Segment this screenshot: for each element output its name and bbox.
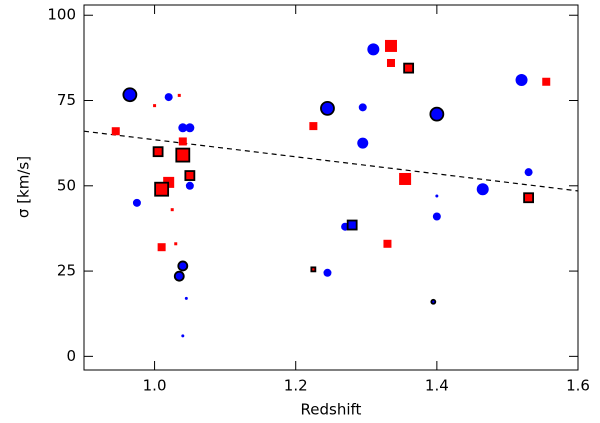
- point: [185, 123, 195, 133]
- point: [384, 39, 397, 52]
- point: [524, 168, 533, 177]
- point: [435, 194, 439, 198]
- y-tick-label: 0: [66, 347, 76, 365]
- y-tick-label: 25: [57, 262, 76, 280]
- point: [320, 100, 335, 116]
- point: [185, 181, 194, 190]
- point: [174, 242, 178, 246]
- point: [173, 270, 185, 282]
- point: [367, 43, 380, 56]
- x-tick-label: 1.4: [425, 377, 449, 395]
- point: [181, 334, 185, 338]
- point: [164, 93, 173, 102]
- plot-frame: [83, 4, 579, 371]
- x-tick-label: 1.0: [143, 377, 167, 395]
- y-tick-label: 50: [57, 176, 76, 194]
- point: [399, 172, 412, 185]
- point: [178, 137, 187, 146]
- point: [310, 266, 317, 273]
- point: [346, 219, 358, 231]
- point: [154, 181, 170, 197]
- point: [309, 122, 318, 131]
- point: [111, 127, 120, 136]
- point: [184, 170, 196, 181]
- point: [383, 239, 392, 248]
- point: [153, 104, 157, 108]
- point: [515, 74, 528, 87]
- point: [178, 123, 188, 133]
- y-tick-label: 100: [47, 6, 76, 24]
- point: [542, 77, 551, 86]
- point: [177, 93, 181, 97]
- point: [175, 147, 191, 163]
- x-axis-label: Redshift: [301, 401, 362, 419]
- point: [358, 103, 367, 112]
- point: [430, 298, 437, 305]
- y-tick-label: 75: [57, 91, 76, 109]
- point: [323, 268, 332, 277]
- point: [432, 212, 441, 221]
- point: [152, 146, 164, 158]
- point: [386, 58, 395, 67]
- fit-line: [83, 130, 579, 192]
- point: [157, 243, 166, 252]
- point: [122, 87, 138, 103]
- point: [476, 183, 489, 196]
- point: [170, 208, 174, 212]
- point: [357, 137, 369, 149]
- x-tick-label: 1.6: [566, 377, 590, 395]
- point: [132, 198, 141, 207]
- point: [523, 192, 534, 204]
- y-axis-label: σ [km/s]: [15, 156, 33, 218]
- point: [177, 260, 189, 272]
- point: [184, 296, 188, 300]
- point: [429, 106, 445, 122]
- point: [403, 62, 415, 74]
- x-tick-label: 1.2: [284, 377, 308, 395]
